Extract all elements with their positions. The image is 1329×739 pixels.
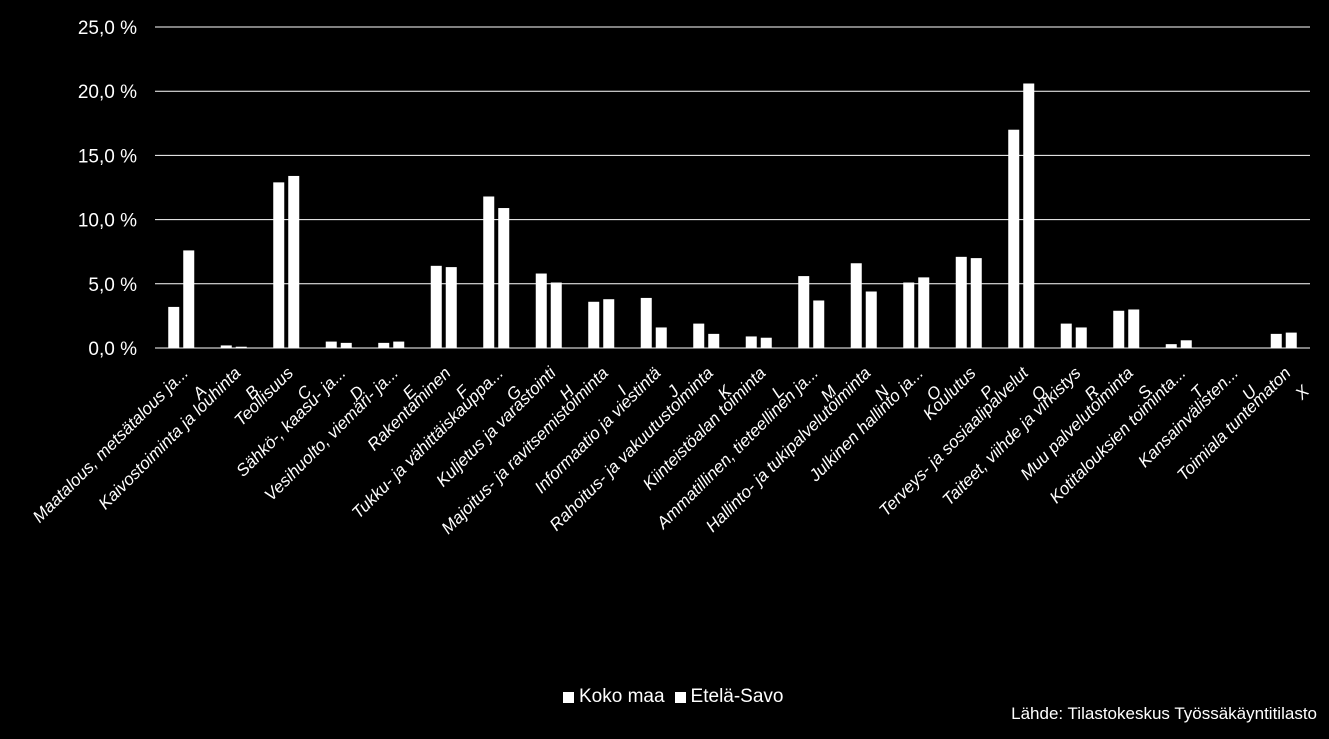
bar-etela-savo [550, 282, 562, 348]
bar-etela-savo [288, 175, 300, 348]
bar-koko-maa [1008, 129, 1020, 348]
bar-etela-savo [183, 250, 195, 348]
x-axis-category-labels: Maatalous, metsätalous ja...AKaivostoimi… [29, 362, 1314, 537]
bar-koko-maa [168, 306, 180, 348]
legend-label-etela-savo: Etelä-Savo [690, 686, 784, 707]
bar-koko-maa [220, 345, 232, 348]
bar-etela-savo [498, 208, 510, 348]
bar-koko-maa [535, 273, 547, 348]
y-tick-label: 20,0 % [78, 82, 137, 103]
legend-label-koko-maa: Koko maa [579, 686, 665, 707]
bar-koko-maa [693, 323, 705, 348]
legend-swatch-koko-maa [563, 691, 574, 703]
bar-etela-savo [760, 337, 772, 348]
bar-etela-savo [1285, 332, 1297, 348]
legend-item-etela-savo: Etelä-Savo [674, 686, 784, 708]
bars [168, 83, 1297, 348]
y-tick-label: 25,0 % [78, 18, 137, 39]
bar-koko-maa [745, 336, 757, 348]
bar-koko-maa [378, 342, 390, 348]
bar-etela-savo [918, 277, 930, 348]
y-axis-tick-labels: 0,0 % 5,0 % 10,0 % 15,0 % 20,0 % 25,0 % [78, 18, 137, 360]
bar-etela-savo [813, 300, 825, 348]
legend-item-koko-maa: Koko maa [563, 686, 665, 708]
bar-koko-maa [588, 301, 600, 348]
bar-etela-savo [865, 291, 877, 348]
gridlines [155, 26, 1310, 349]
bar-etela-savo [970, 258, 982, 348]
bar-koko-maa [850, 263, 862, 348]
x-category-code: X [1291, 381, 1314, 404]
y-tick-label: 10,0 % [78, 211, 137, 232]
bar-etela-savo [340, 342, 352, 348]
bar-etela-savo [655, 327, 667, 348]
bar-etela-savo [1180, 340, 1192, 348]
bar-koko-maa [483, 196, 495, 348]
bar-koko-maa [273, 182, 285, 348]
bar-koko-maa [798, 276, 810, 348]
bar-koko-maa [1270, 333, 1282, 348]
bar-etela-savo [445, 267, 457, 348]
bar-koko-maa [1060, 323, 1072, 348]
bar-etela-savo [708, 333, 720, 348]
bar-etela-savo [235, 346, 247, 348]
bar-koko-maa [640, 297, 652, 348]
y-tick-label: 5,0 % [88, 275, 137, 296]
legend-swatch-etela-savo [674, 691, 686, 703]
bar-etela-savo [1128, 309, 1140, 348]
bar-etela-savo [1023, 83, 1035, 348]
bar-koko-maa [903, 282, 915, 348]
bar-koko-maa [955, 256, 967, 348]
legend: Koko maa Etelä-Savo [563, 686, 794, 708]
bar-koko-maa [1113, 310, 1125, 348]
x-category-label: Maatalous, metsätalous ja...A [29, 363, 210, 526]
y-tick-label: 0,0 % [88, 339, 137, 360]
bar-etela-savo [1075, 327, 1087, 348]
source-note: Lähde: Tilastokeskus Työssäkäyntitilasto [1011, 704, 1317, 723]
bar-etela-savo [603, 299, 615, 348]
bar-koko-maa [1165, 344, 1177, 348]
bar-etela-savo [393, 341, 405, 348]
bar-koko-maa [430, 265, 442, 348]
y-tick-label: 15,0 % [78, 146, 137, 167]
bar-koko-maa [325, 341, 337, 348]
